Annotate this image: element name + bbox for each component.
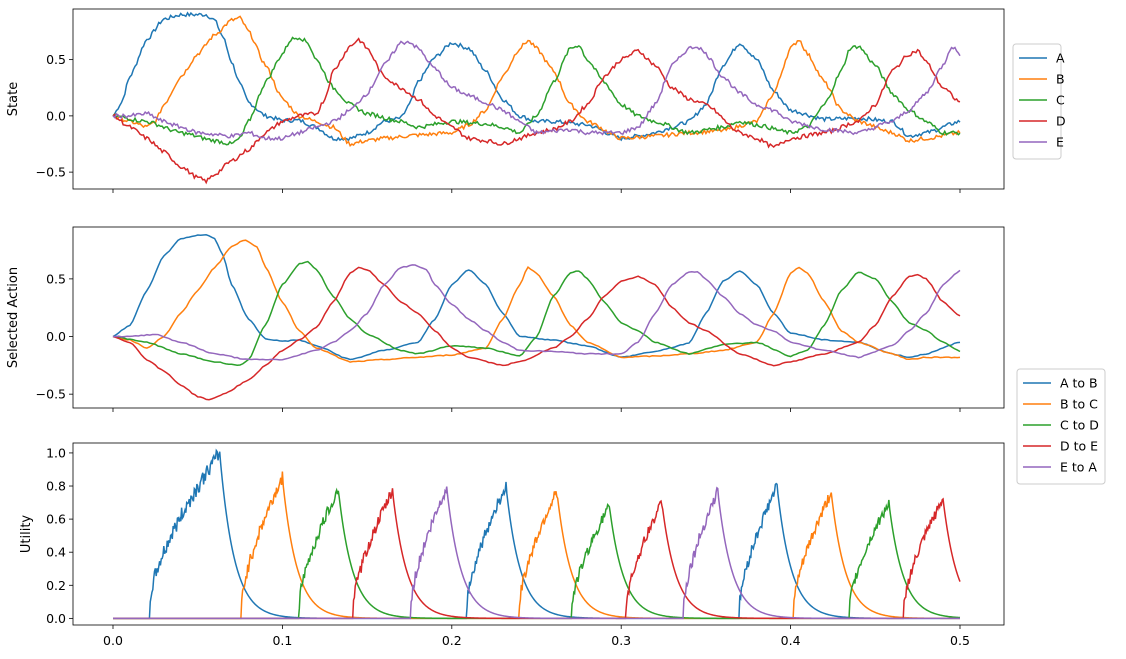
- panel-3: 0.0 0.2 0.4 0.6 0.8 1.0 0.0 0.1 0.2 0.3 0.4 0.5 Util…: [19, 368, 1106, 648]
- legend-box: [1012, 43, 1062, 160]
- legend-label: D: [1056, 114, 1066, 129]
- legend-label: E to A: [1060, 460, 1097, 475]
- panel-2: −0.5 0.0 0.5 Selected Action: [6, 226, 1005, 412]
- legend-label: C to D: [1060, 418, 1099, 433]
- series-c-line: [112, 260, 961, 366]
- y-tick-label: 0.5: [46, 271, 66, 286]
- series-e-to-a-line: [113, 486, 960, 620]
- y-tick-label: −0.5: [36, 165, 66, 180]
- series-a-to-b-line: [113, 448, 960, 620]
- x-tick-label: 0.2: [442, 633, 462, 648]
- x-tick-label: 0.3: [611, 633, 631, 648]
- plot-area: [112, 233, 961, 401]
- series-a-line: [112, 11, 961, 142]
- series-d-line: [112, 266, 961, 401]
- plot-area: [113, 448, 961, 620]
- y-tick-label: 0.0: [46, 329, 66, 344]
- y-tick-label: 0.5: [46, 52, 66, 67]
- y-tick-label: −0.5: [36, 387, 66, 402]
- y-tick-label: 0.6: [46, 512, 66, 527]
- legend: A to B B to C C to D D to E E to A: [1016, 368, 1106, 485]
- series-b-line: [112, 239, 961, 363]
- x-tick-label: 0.0: [103, 633, 123, 648]
- series-e-line: [112, 264, 961, 361]
- y-tick-label: 0.0: [46, 108, 66, 123]
- y-tick-label: 1.0: [46, 445, 66, 460]
- series-a-line: [112, 233, 961, 361]
- series-b-to-c-line: [113, 471, 961, 620]
- y-tick-label: 0.2: [46, 578, 66, 593]
- x-tick-label: 0.4: [781, 633, 801, 648]
- legend-box: [1016, 368, 1106, 485]
- y-axis-label: State: [6, 82, 21, 116]
- legend-label: D to E: [1060, 439, 1098, 454]
- series-b-line: [112, 15, 961, 148]
- legend-label: E: [1056, 135, 1064, 150]
- legend-label: C: [1056, 93, 1065, 108]
- y-tick-label: 0.8: [46, 479, 66, 494]
- axes-frame: [72, 226, 1005, 409]
- y-tick-label: 0.0: [46, 611, 66, 626]
- legend-label: B: [1056, 72, 1065, 87]
- series-c-line: [112, 36, 961, 146]
- axes-frame: [72, 442, 1005, 626]
- plot-area: [112, 11, 961, 185]
- legend-label: B to C: [1060, 397, 1098, 412]
- legend-label: A to B: [1060, 376, 1098, 391]
- y-tick-label: 0.4: [46, 545, 66, 560]
- y-axis-label: Selected Action: [6, 267, 21, 368]
- x-tick-label: 0.1: [272, 633, 292, 648]
- x-tick-label: 0.5: [950, 633, 970, 648]
- legend-label: A: [1056, 51, 1065, 66]
- axes-frame: [72, 8, 1005, 190]
- y-axis-label: Utility: [19, 515, 34, 554]
- series-e-line: [112, 40, 961, 141]
- series-d-line: [112, 37, 961, 185]
